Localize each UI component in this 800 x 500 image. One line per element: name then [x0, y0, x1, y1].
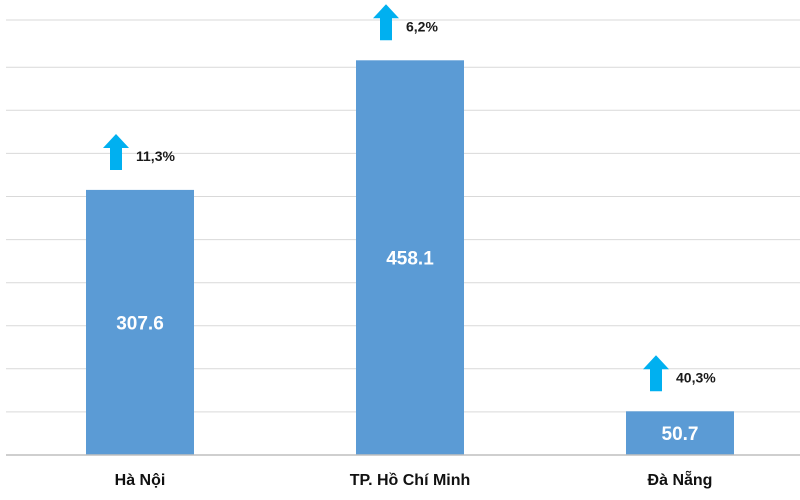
bar-value-label: 307.6: [116, 314, 164, 335]
up-arrow-icon: [373, 4, 399, 41]
bar-value-label: 458.1: [386, 249, 434, 270]
category-label: Hà Nội: [115, 472, 166, 489]
up-arrow-icon: [643, 355, 669, 392]
growth-label: 40,3%: [676, 369, 716, 385]
bars-group: 307.6 11,3% 458.1 6,2% 50.7 40,3%: [86, 4, 734, 456]
bar: [356, 60, 464, 456]
growth-label: 11,3%: [136, 148, 175, 164]
bar: [86, 189, 194, 455]
bar: [626, 411, 734, 455]
bar-value-label: 50.7: [662, 424, 699, 445]
growth-label: 6,2%: [406, 18, 438, 34]
category-label: TP. Hồ Chí Minh: [350, 472, 471, 489]
up-arrow-icon: [103, 133, 129, 170]
category-label: Đà Nẵng: [648, 469, 713, 489]
category-labels: Hà Nội TP. Hồ Chí Minh Đà Nẵng: [115, 469, 713, 489]
